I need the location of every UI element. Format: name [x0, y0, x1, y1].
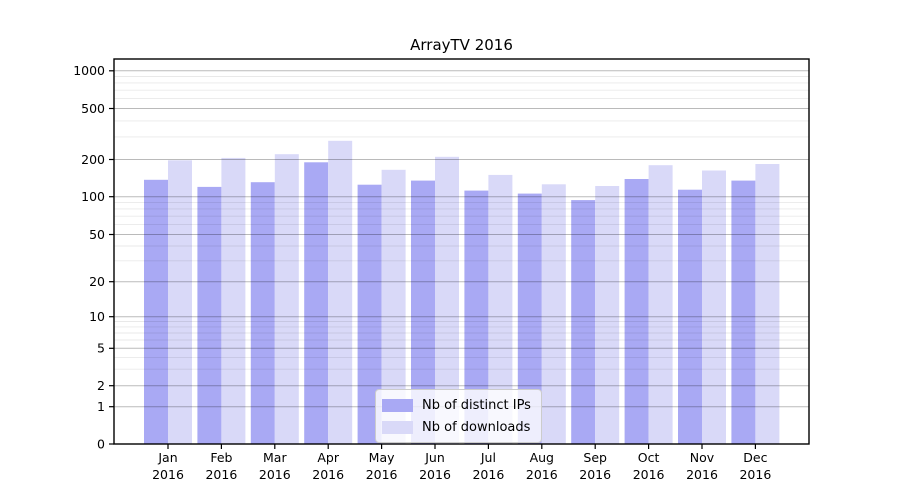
x-tick-label-year: 2016 [686, 467, 718, 482]
x-tick-label-year: 2016 [526, 467, 558, 482]
bar-downloads [755, 164, 780, 444]
legend-entry-downloads: Nb of downloads [382, 417, 531, 437]
legend-swatch-ips [382, 398, 413, 412]
legend-label-downloads: Nb of downloads [422, 419, 531, 435]
x-tick-label-month: Oct [638, 450, 660, 465]
x-tick-label-month: Feb [210, 450, 232, 465]
y-tick-label: 0 [97, 436, 105, 451]
x-tick-label-year: 2016 [579, 467, 611, 482]
legend-swatch-downloads [382, 420, 413, 434]
plot-frame [113, 58, 810, 445]
bar-distinct-ips [250, 182, 275, 444]
legend-entry-distinct-ips: Nb of distinct IPs [382, 395, 531, 415]
x-tick-label-year: 2016 [312, 467, 344, 482]
bar-downloads [221, 157, 246, 444]
y-tick-label: 2 [97, 378, 105, 393]
bar-distinct-ips [731, 180, 756, 444]
y-tick-label: 500 [81, 101, 105, 116]
y-tick-label: 100 [81, 189, 105, 204]
x-tick-label-year: 2016 [472, 467, 504, 482]
x-tick-label-year: 2016 [419, 467, 451, 482]
y-tick-label: 200 [81, 152, 105, 167]
y-tick-label: 20 [89, 274, 105, 289]
bar-distinct-ips [678, 189, 702, 444]
x-tick-label-month: Jan [157, 450, 177, 465]
x-tick-label-month: May [369, 450, 395, 465]
x-tick-label-year: 2016 [633, 467, 665, 482]
x-tick-label-month: Jul [480, 450, 496, 465]
bar-distinct-ips [144, 179, 168, 445]
x-tick-label-month: Nov [690, 450, 715, 465]
x-tick-label-year: 2016 [152, 467, 184, 482]
x-tick-label-month: Apr [317, 450, 339, 465]
legend-label-ips: Nb of distinct IPs [422, 397, 531, 413]
bar-downloads [648, 165, 673, 444]
bar-downloads [702, 170, 726, 444]
bar-distinct-ips [571, 200, 596, 444]
x-tick-label-month: Sep [583, 450, 607, 465]
bar-downloads [168, 160, 192, 445]
x-tick-label-year: 2016 [259, 467, 291, 482]
bar-downloads [328, 140, 353, 445]
bar-downloads [274, 154, 299, 444]
bar-distinct-ips [624, 179, 649, 444]
y-tick-label: 1 [97, 399, 105, 414]
x-tick-label-month: Aug [530, 450, 554, 465]
bar-distinct-ips [304, 162, 329, 445]
bar-distinct-ips [197, 186, 222, 444]
x-tick-label-year: 2016 [205, 467, 237, 482]
x-tick-label-year: 2016 [739, 467, 771, 482]
bar-downloads [541, 184, 566, 445]
x-tick-label-year: 2016 [366, 467, 398, 482]
legend: Nb of distinct IPs Nb of downloads [375, 389, 542, 443]
y-tick-label: 5 [97, 341, 105, 356]
chart-title: ArrayTV 2016 [410, 36, 513, 54]
y-tick-label: 50 [89, 227, 105, 242]
x-tick-label-month: Mar [263, 450, 287, 465]
x-tick-label-month: Dec [743, 450, 767, 465]
y-tick-label: 10 [89, 309, 105, 324]
y-tick-label: 1000 [73, 63, 105, 78]
x-tick-label-month: Jun [424, 450, 445, 465]
bar-downloads [595, 186, 620, 444]
